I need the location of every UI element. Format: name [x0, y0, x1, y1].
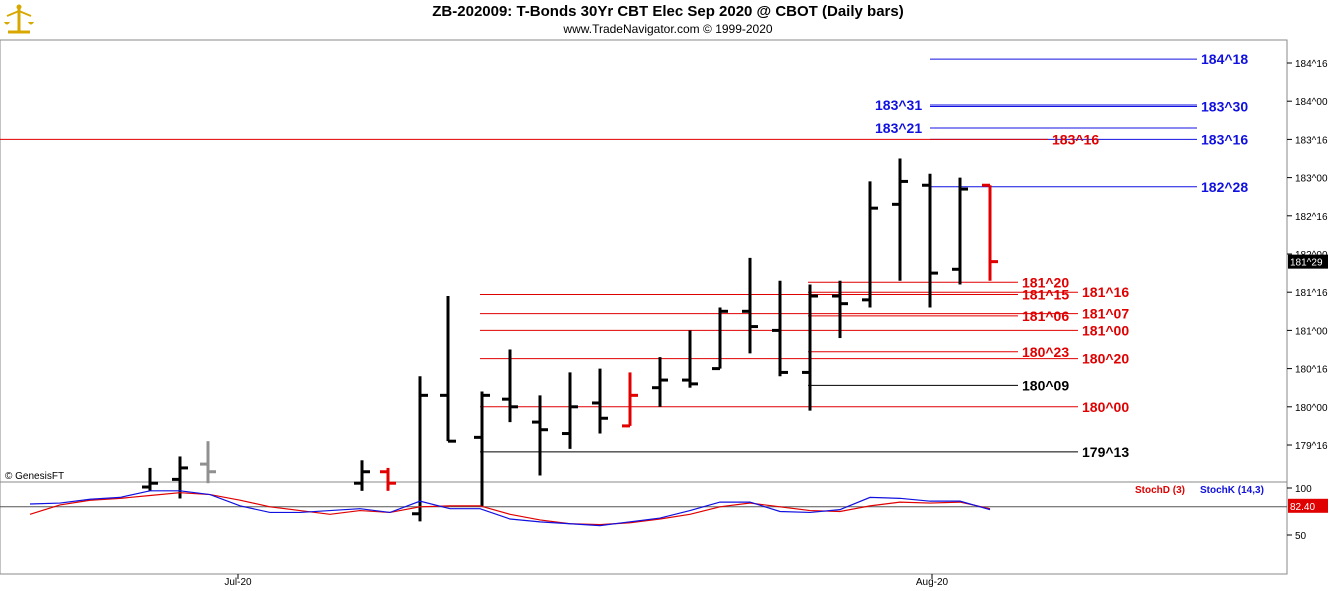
ohlc-bar: [682, 330, 698, 388]
ohlc-bar: [592, 368, 608, 434]
price-axis: 184^16184^00183^16183^00182^16182^00181^…: [1287, 59, 1328, 452]
level-label: 180^00: [1082, 399, 1129, 415]
ohlc-bar: [532, 395, 548, 476]
ohlc-bar: [354, 460, 370, 491]
stochastic-panel: StochD (3) StochK (14,3) 100 50 82.40: [0, 484, 1328, 542]
ohlc-bar: [474, 391, 490, 507]
price-panel-border: [0, 39, 1288, 483]
ohlc-bar: [892, 158, 908, 281]
stoch-last-box: [1288, 498, 1328, 513]
ohlc-bar: [622, 372, 638, 428]
level-label: 183^21: [875, 120, 922, 136]
stoch-line: [29, 490, 991, 527]
ohlc-bar: [772, 280, 788, 377]
ohlc-bar: [502, 349, 518, 423]
y-tick-label: 181^00: [1295, 326, 1328, 337]
chart-subtitle: www.TradeNavigator.com © 1999-2020: [563, 22, 773, 36]
last-price-box: [1288, 254, 1328, 269]
last-price-label: 181^29: [1290, 258, 1323, 269]
y-tick-label: 180^00: [1295, 403, 1328, 414]
stoch-y-tick-label: 50: [1295, 531, 1307, 542]
ohlc-bar: [742, 257, 758, 354]
level-label: 183^31: [875, 97, 922, 113]
level-label: 181^16: [1082, 284, 1129, 300]
ohlc-bar: [922, 173, 938, 308]
chart-frame: [0, 39, 1288, 575]
ohlc-bar: [832, 280, 848, 339]
trade-navigator-logo: [4, 4, 34, 34]
ohlc-bar: [802, 284, 818, 411]
stoch-panel-border: [0, 481, 1288, 575]
price-bars: [142, 158, 998, 522]
y-tick-label: 182^16: [1295, 212, 1328, 223]
level-label: 183^30: [1201, 99, 1248, 115]
level-label: 181^20: [1022, 274, 1069, 290]
ohlc-bar: [562, 372, 578, 449]
level-label: 180^09: [1022, 377, 1069, 393]
y-tick-label: 179^16: [1295, 441, 1328, 452]
ohlc-bar: [952, 177, 968, 285]
ohlc-bar: [142, 467, 158, 491]
x-tick-label: Jul-20: [224, 577, 252, 588]
ohlc-bar: [172, 456, 188, 499]
y-tick-label: 183^16: [1295, 135, 1328, 146]
stoch-last-label: 82.40: [1290, 502, 1315, 513]
stoch-line: [29, 492, 991, 526]
level-label: 181^00: [1082, 322, 1129, 338]
level-label: 181^15: [1022, 286, 1069, 302]
genesis-watermark: © GenesisFT: [5, 471, 64, 482]
ohlc-bar: [412, 376, 428, 522]
level-label: 181^06: [1022, 308, 1069, 324]
x-tick-label: Aug-20: [916, 577, 949, 588]
level-label: 184^18: [1201, 51, 1248, 67]
stoch-legend-label: StochK (14,3): [1200, 485, 1264, 496]
y-tick-label: 184^00: [1295, 97, 1328, 108]
stoch-y-tick-label: 100: [1295, 484, 1312, 495]
y-tick-label: 183^00: [1295, 174, 1328, 185]
level-label: 182^28: [1201, 179, 1248, 195]
level-label: 181^07: [1082, 306, 1129, 322]
ohlc-bar: [652, 357, 668, 407]
price-levels: 184^18 183^31 183^30 183^21 183^16 183^16 182^…: [0, 51, 1248, 460]
ohlc-bar: [712, 307, 728, 371]
stoch-legend-label: StochD (3): [1135, 485, 1185, 496]
level-label: 179^13: [1082, 444, 1129, 460]
level-label: 180^20: [1082, 351, 1129, 367]
level-label: 183^16: [1052, 131, 1099, 147]
y-tick-label: 181^16: [1295, 288, 1328, 299]
ohlc-bar: [982, 183, 998, 281]
y-tick-label: 180^16: [1295, 365, 1328, 376]
chart-title: ZB-202009: T-Bonds 30Yr CBT Elec Sep 202…: [432, 3, 904, 20]
ohlc-bar: [440, 296, 456, 443]
ohlc-bar: [862, 181, 878, 308]
level-label: 180^23: [1022, 344, 1069, 360]
y-tick-label: 184^16: [1295, 59, 1328, 70]
ohlc-bar: [380, 467, 396, 491]
level-label: 183^16: [1201, 131, 1248, 147]
date-axis: Jul-20 Aug-20: [224, 574, 949, 588]
ohlc-bar: [200, 441, 216, 484]
